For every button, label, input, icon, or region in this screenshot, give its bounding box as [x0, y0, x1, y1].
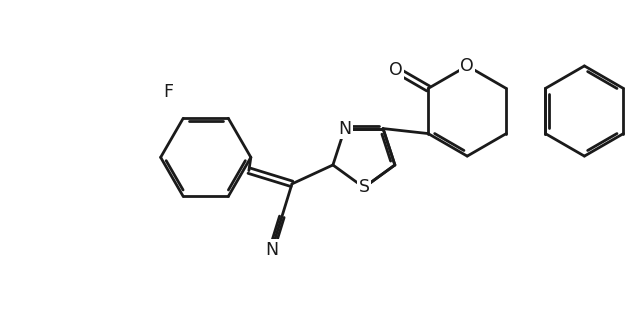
- Text: N: N: [265, 241, 278, 259]
- Text: O: O: [388, 61, 403, 79]
- Text: O: O: [460, 57, 474, 75]
- Text: S: S: [358, 179, 369, 197]
- Text: F: F: [163, 83, 173, 101]
- Text: N: N: [338, 119, 351, 137]
